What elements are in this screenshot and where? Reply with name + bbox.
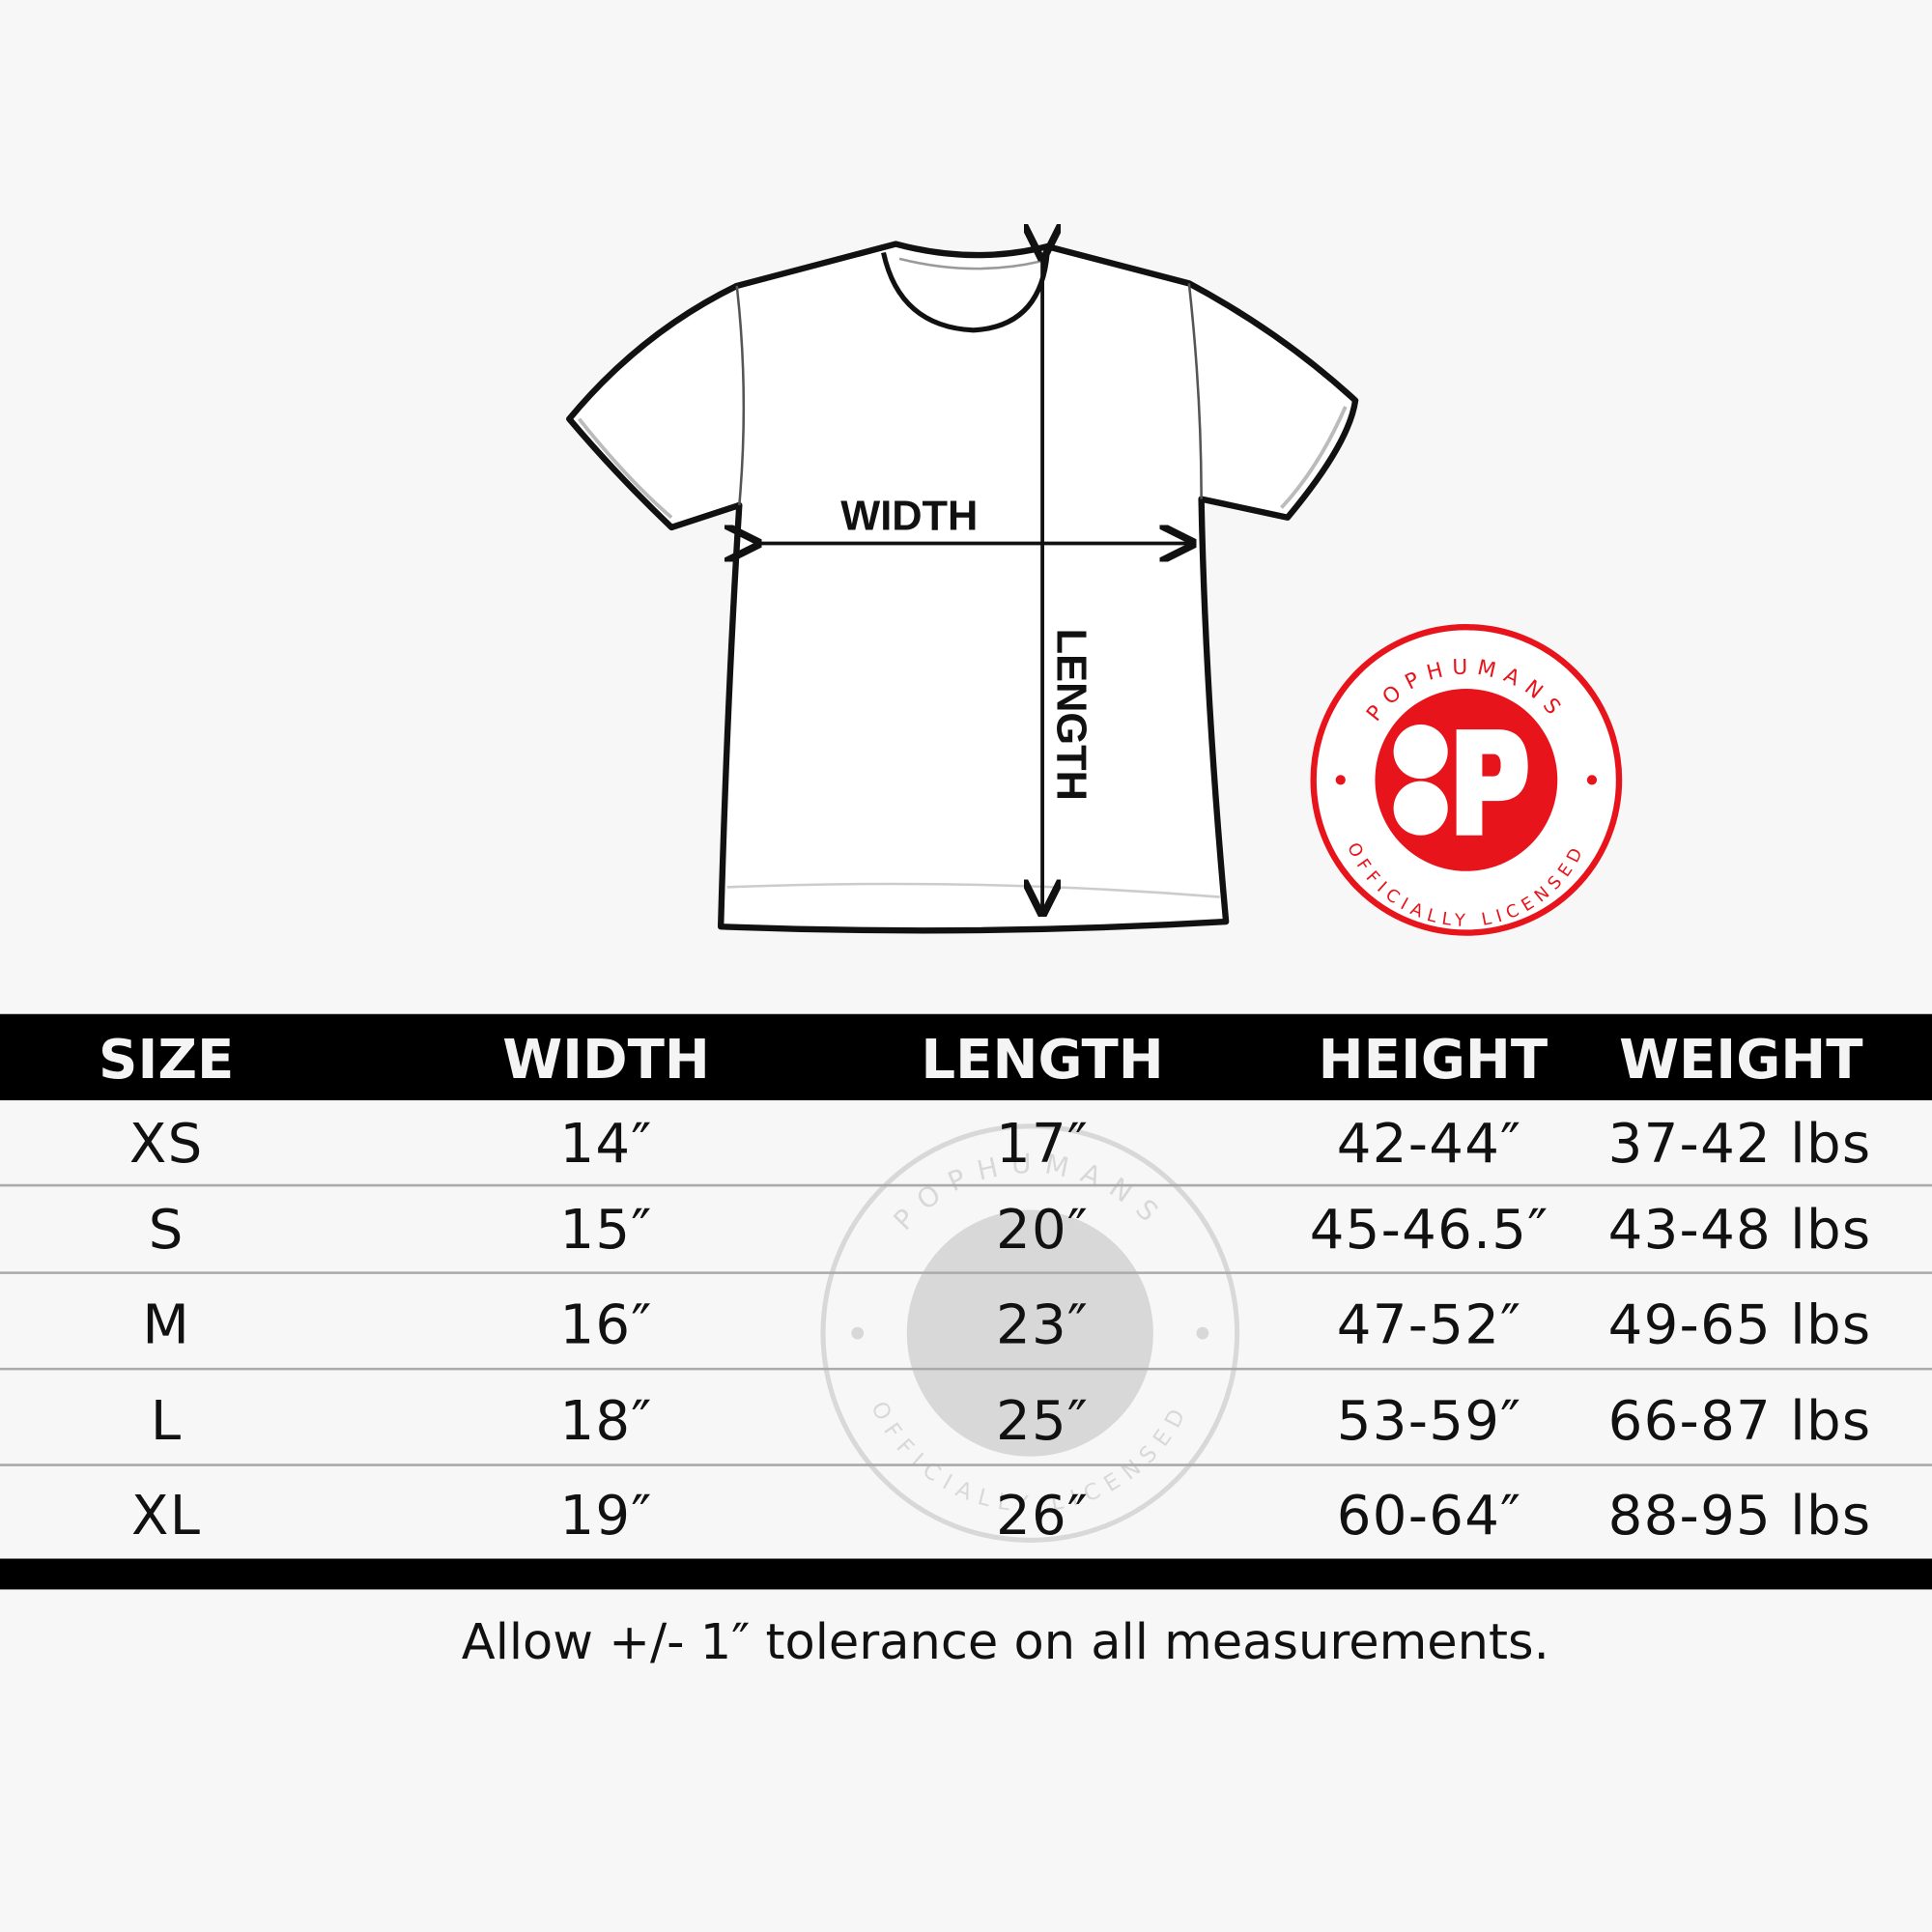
table-row: XS 14″ 17″ 42-44″ 37-42 lbs — [129, 1113, 1872, 1176]
length-label: LENGTH — [1047, 629, 1094, 801]
table-row: XL 19″ 26″ 60-64″ 88-95 lbs — [131, 1485, 1872, 1548]
cell-width: 15″ — [559, 1199, 652, 1262]
cell-length: 23″ — [996, 1293, 1089, 1356]
cell-size: M — [142, 1293, 190, 1356]
cell-size: XL — [131, 1485, 201, 1548]
header-width: WIDTH — [502, 1029, 710, 1092]
cell-size: S — [149, 1199, 185, 1262]
cell-weight: 88-95 lbs — [1608, 1485, 1872, 1548]
cell-length: 26″ — [996, 1485, 1089, 1548]
header-size: SIZE — [99, 1029, 234, 1092]
cell-width: 14″ — [559, 1113, 652, 1176]
table-row: M 16″ 23″ 47-52″ 49-65 lbs — [142, 1293, 1872, 1356]
cell-height: 47-52″ — [1337, 1293, 1522, 1356]
table-header-bar — [0, 1013, 1932, 1101]
cell-weight: 43-48 lbs — [1608, 1199, 1872, 1262]
table-row: L 18″ 25″ 53-59″ 66-87 lbs — [151, 1390, 1872, 1453]
table-row: S 15″ 20″ 45-46.5″ 43-48 lbs — [149, 1199, 1872, 1262]
cell-length: 20″ — [996, 1199, 1089, 1262]
cell-width: 16″ — [559, 1293, 652, 1356]
cell-width: 18″ — [559, 1390, 652, 1453]
cell-length: 25″ — [996, 1390, 1089, 1453]
table-footer-bar — [0, 1558, 1932, 1590]
header-weight: WEIGHT — [1619, 1029, 1862, 1092]
tolerance-note: Allow +/- 1″ tolerance on all measuremen… — [462, 1614, 1549, 1671]
cell-height: 60-64″ — [1337, 1485, 1522, 1548]
tshirt-illustration: WIDTH LENGTH — [566, 244, 1359, 934]
header-height: HEIGHT — [1319, 1029, 1548, 1092]
cell-weight: 37-42 lbs — [1608, 1113, 1872, 1176]
cell-height: 53-59″ — [1337, 1390, 1522, 1453]
cell-weight: 49-65 lbs — [1608, 1293, 1872, 1356]
cell-height: 42-44″ — [1337, 1113, 1522, 1176]
cell-length: 17″ — [996, 1113, 1089, 1176]
size-table: SIZE WIDTH LENGTH HEIGHT WEIGHT XS 14″ 17″… — [0, 1013, 1932, 1590]
cell-size: L — [151, 1390, 183, 1453]
header-length: LENGTH — [921, 1029, 1163, 1092]
cell-size: XS — [129, 1113, 204, 1176]
pophumans-badge-logo: POPHUMANS OFFICIALLY LICENSED — [1310, 624, 1623, 936]
cell-width: 19″ — [559, 1485, 652, 1548]
cell-height: 45-46.5″ — [1310, 1199, 1549, 1262]
cell-weight: 66-87 lbs — [1608, 1390, 1872, 1453]
width-label: WIDTH — [840, 493, 978, 539]
